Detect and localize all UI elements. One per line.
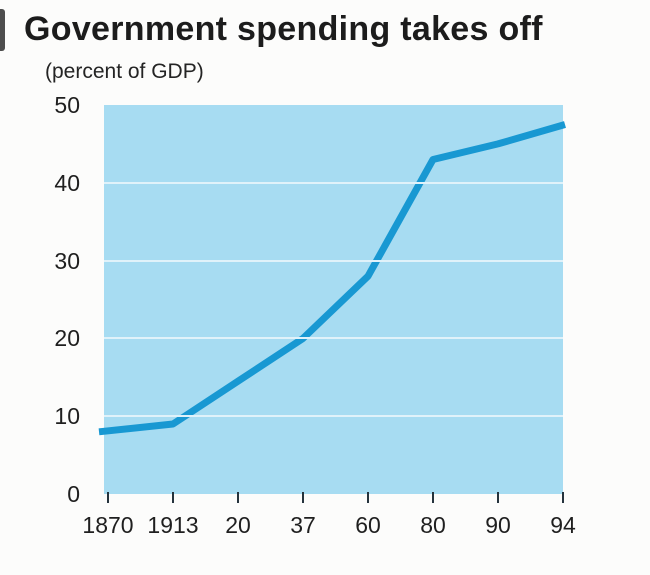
x-axis-label: 80	[420, 512, 446, 538]
x-tick-mark	[302, 492, 304, 503]
x-axis-label: 94	[550, 512, 576, 538]
gridline	[104, 337, 563, 340]
y-axis-label: 20	[54, 325, 80, 352]
gridline	[104, 259, 563, 262]
x-tick-mark	[172, 492, 174, 503]
y-axis-label: 0	[67, 481, 80, 507]
x-tick-mark	[562, 492, 564, 503]
spending-line	[98, 121, 566, 436]
chart-title: Government spending takes off	[24, 10, 543, 48]
x-axis-label: 20	[225, 512, 251, 538]
y-axis-label: 40	[54, 169, 80, 196]
x-axis-label: 1870	[82, 512, 134, 538]
x-axis-label: 37	[290, 512, 316, 538]
y-axis-label: 30	[54, 247, 80, 274]
plot-area	[98, 105, 566, 494]
x-tick-mark	[432, 492, 434, 503]
gridline	[104, 415, 563, 418]
chart-subtitle: (percent of GDP)	[45, 60, 204, 83]
screen-edge-artifact	[0, 9, 5, 51]
gridline	[104, 181, 563, 184]
x-tick-mark	[237, 492, 239, 503]
y-axis-label: 10	[54, 403, 80, 430]
spending-line-svg	[98, 121, 566, 436]
x-axis-label: 60	[355, 512, 381, 538]
y-axis-label: 50	[54, 92, 80, 118]
x-tick-mark	[367, 492, 369, 503]
x-axis-label: 90	[485, 512, 511, 538]
x-axis-label: 1913	[147, 512, 199, 538]
x-tick-mark	[107, 492, 109, 503]
x-tick-mark	[497, 492, 499, 503]
